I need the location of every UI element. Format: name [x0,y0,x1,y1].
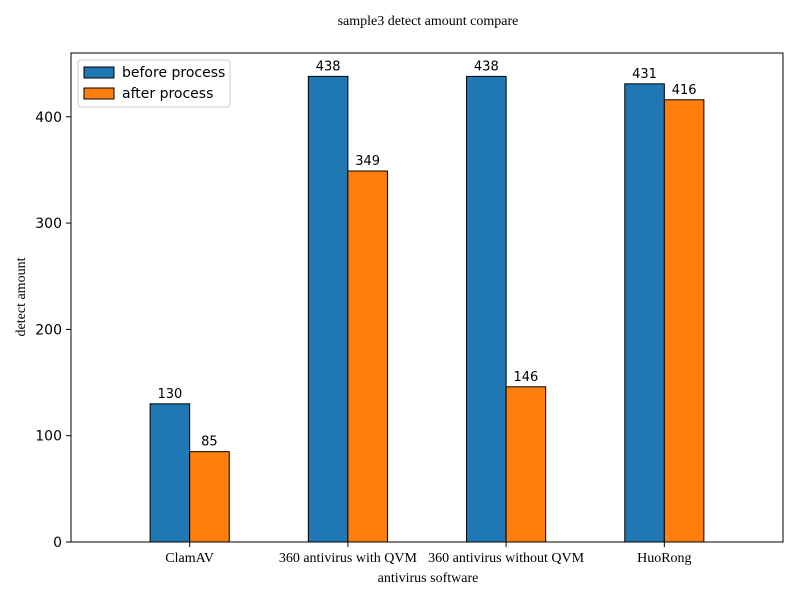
x-axis: ClamAV 360 antivirus with QVM 360 antiviru… [165,542,692,566]
y-tick-label-200: 200 [35,322,62,338]
x-tick-label-360-antivirus-without-qvm: 360 antivirus without QVM [428,551,584,566]
bar-before-process-clamav [149,403,191,543]
legend-swatch-before-process [83,66,115,79]
y-axis: 0 100 200 300 400 [35,110,71,551]
bar-before-process-360-antivirus-with-qvm [307,75,349,543]
data-label-before-process-360-antivirus-without-qvm: 438 [474,59,499,74]
bar-after-process-360-antivirus-with-qvm [347,170,388,543]
y-tick-label-300: 300 [35,216,62,232]
bar-after-process-360-antivirus-without-qvm [505,386,547,543]
bar-before-process-360-antivirus-without-qvm [466,75,507,543]
data-label-after-process-clamav: 85 [201,435,218,450]
x-tick-label-360-antivirus-with-qvm: 360 antivirus with QVM [279,551,418,566]
bar-labels-group: 130 85 438 349 438 146 431 416 [157,59,696,449]
data-label-before-process-clamav: 130 [157,387,182,402]
bar-after-process-clamav [189,451,230,543]
legend-frame [77,59,231,108]
x-tick-label-clamav: ClamAV [165,551,214,566]
x-axis-label: antivirus software [378,571,479,586]
data-label-after-process-360-antivirus-with-qvm: 349 [355,154,380,169]
plot-area-frame [70,52,784,543]
bar-after-process-huorong [663,99,705,543]
data-label-after-process-huorong: 416 [672,83,697,98]
legend-swatch-after-process [83,87,115,100]
data-label-before-process-360-antivirus-with-qvm: 438 [316,59,341,74]
legend: before process after process [77,59,231,108]
bars-group [149,75,705,543]
bar-before-process-huorong [624,83,665,543]
y-tick-label-100: 100 [35,429,62,445]
chart-title: sample3 detect amount compare [338,14,519,29]
y-tick-label-400: 400 [35,110,62,126]
legend-label-after-process: after process [122,86,213,102]
x-tick-label-huorong: HuoRong [637,551,691,566]
y-axis-label: detect amount [14,257,29,336]
data-label-before-process-huorong: 431 [632,67,657,82]
y-tick-label-0: 0 [53,535,62,551]
legend-label-before-process: before process [122,65,225,81]
data-label-after-process-360-antivirus-without-qvm: 146 [513,370,538,385]
